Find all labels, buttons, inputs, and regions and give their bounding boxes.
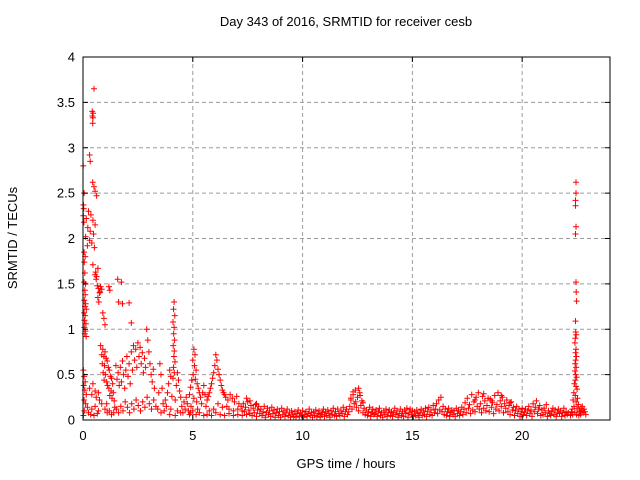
chart-title: Day 343 of 2016, SRMTID for receiver ces… [220, 14, 472, 29]
y-tick-label: 2 [68, 231, 75, 246]
x-tick-label: 20 [515, 428, 529, 443]
y-tick-label: 3.5 [57, 95, 75, 110]
y-tick-label: 2.5 [57, 186, 75, 201]
y-tick-label: 4 [68, 50, 75, 65]
scatter-points [80, 85, 589, 421]
y-tick-label: 0 [68, 413, 75, 428]
y-axis-label: SRMTID / TECUs [5, 186, 20, 289]
y-tick-label: 1 [68, 322, 75, 337]
axis-ticks [82, 56, 610, 421]
x-tick-label: 5 [189, 428, 196, 443]
y-tick-label: 0.5 [57, 367, 75, 382]
tick-labels: 0 5 10 15 20 0 0.5 1 1.5 2 2.5 3 3.5 4 [57, 50, 529, 444]
y-tick-label: 1.5 [57, 276, 75, 291]
x-tick-label: 15 [405, 428, 419, 443]
y-tick-label: 3 [68, 140, 75, 155]
plus-markers [80, 85, 589, 421]
x-axis-label: GPS time / hours [297, 456, 396, 471]
x-tick-label: 10 [295, 428, 309, 443]
x-tick-label: 0 [79, 428, 86, 443]
